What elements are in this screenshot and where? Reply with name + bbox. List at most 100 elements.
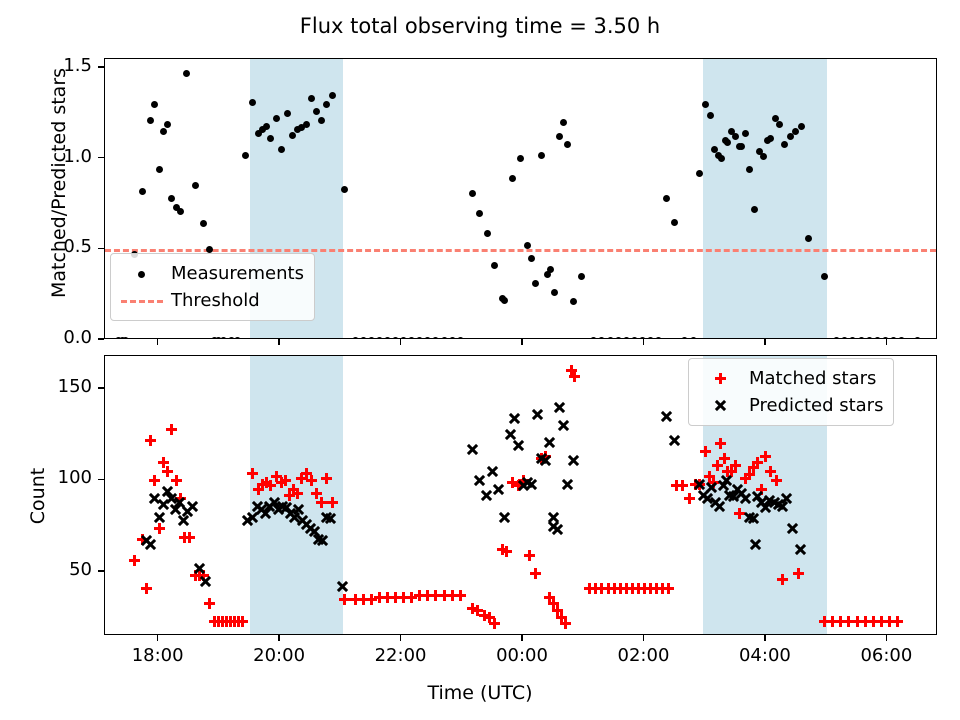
cross-icon xyxy=(697,396,743,416)
measurement-point xyxy=(873,336,881,338)
legend-item-measurements: Measurements xyxy=(119,260,304,287)
measurement-point xyxy=(701,100,709,108)
measurement-point xyxy=(756,147,764,155)
top-ytick-mark xyxy=(98,66,104,68)
bottom-ytick-label: 100 xyxy=(57,467,92,489)
measurement-point xyxy=(857,336,865,338)
measurement-point xyxy=(307,95,315,103)
measurement-point xyxy=(622,336,630,338)
measurement-point xyxy=(151,100,159,108)
shaded-band-2-top xyxy=(703,59,827,338)
measurement-point xyxy=(475,209,483,217)
measurement-point xyxy=(555,133,563,141)
measurement-point xyxy=(191,182,199,190)
measurement-point xyxy=(638,336,646,338)
measurement-point xyxy=(560,118,567,126)
legend-item-predicted-stars: Predicted stars xyxy=(697,392,883,419)
measurement-point xyxy=(647,336,655,338)
measurement-point xyxy=(717,155,725,163)
measurement-point xyxy=(746,166,754,174)
measurement-point xyxy=(546,265,554,273)
measurement-point xyxy=(302,120,310,128)
measurement-point xyxy=(710,146,718,154)
measurement-point xyxy=(147,117,155,125)
bottom-ytick-mark xyxy=(98,570,104,572)
measurement-point xyxy=(501,296,509,304)
xtick-mark xyxy=(399,635,402,641)
measurement-point xyxy=(367,336,375,338)
measurement-point xyxy=(228,336,236,338)
measurement-point xyxy=(663,195,671,203)
measurement-point xyxy=(889,336,897,338)
xtick-label: 22:00 xyxy=(374,645,427,666)
measurement-point xyxy=(484,229,492,237)
measurement-point xyxy=(341,186,349,194)
top-ytick-label: 1.5 xyxy=(63,55,92,77)
measurement-point xyxy=(742,129,750,137)
top-ytick-mark xyxy=(98,338,104,340)
measurement-point xyxy=(590,336,598,338)
measurement-point xyxy=(681,336,689,338)
xtick-mark xyxy=(885,635,888,641)
top-ytick-mark xyxy=(98,157,104,159)
measurement-point xyxy=(767,135,775,143)
measurement-point xyxy=(114,336,122,338)
measurement-point xyxy=(543,271,551,279)
measurement-point xyxy=(183,70,191,77)
top-xtick-mark xyxy=(642,339,645,345)
xtick-mark xyxy=(764,635,766,641)
measurement-point xyxy=(272,115,280,123)
measurement-point xyxy=(214,336,222,338)
measurement-point xyxy=(416,336,424,338)
measurement-point xyxy=(408,336,416,338)
bottom-ytick-label: 150 xyxy=(57,375,92,397)
measurement-point xyxy=(160,128,168,136)
measurement-point xyxy=(655,336,663,338)
legend-label-measurements: Measurements xyxy=(171,263,304,284)
measurement-point xyxy=(400,336,408,338)
measurement-point xyxy=(164,120,172,128)
measurement-point xyxy=(277,146,285,154)
top-ytick-mark xyxy=(98,247,104,250)
legend-label-matched-stars: Matched stars xyxy=(749,368,877,389)
xtick-mark xyxy=(156,635,159,641)
measurement-point xyxy=(760,153,768,161)
measurement-point xyxy=(177,207,185,215)
measurement-point xyxy=(283,109,291,117)
measurement-point xyxy=(598,336,606,338)
measurement-point xyxy=(550,289,558,297)
dashed-line-icon xyxy=(119,291,165,311)
measurement-point xyxy=(797,122,805,130)
top-ytick-label: 0.5 xyxy=(63,236,92,258)
measurement-point xyxy=(121,336,129,338)
measurement-point xyxy=(318,117,326,125)
legend-label-threshold: Threshold xyxy=(171,290,260,311)
measurement-point xyxy=(351,336,359,338)
x-axis-label: Time (UTC) xyxy=(427,682,533,704)
measurement-point xyxy=(263,122,271,130)
measurement-point xyxy=(210,336,218,338)
xtick-mark xyxy=(642,635,645,641)
measurement-point xyxy=(440,336,448,338)
measurement-point xyxy=(517,155,525,163)
measurement-point xyxy=(865,336,873,338)
measurement-point xyxy=(606,336,614,338)
xtick-mark xyxy=(278,635,280,641)
top-xtick-mark xyxy=(521,339,523,345)
top-xtick-mark xyxy=(764,339,766,345)
measurement-point xyxy=(448,336,456,338)
measurement-point xyxy=(329,91,337,99)
measurement-point xyxy=(714,151,722,159)
xtick-label: 20:00 xyxy=(253,645,306,666)
dot-icon xyxy=(119,264,165,284)
measurement-point xyxy=(359,336,367,338)
legend-item-matched-stars: Matched stars xyxy=(697,365,883,392)
measurement-point xyxy=(138,187,146,195)
measurement-point xyxy=(383,336,391,338)
legend-label-predicted-stars: Predicted stars xyxy=(749,395,884,416)
measurement-point xyxy=(775,120,783,128)
threshold-line xyxy=(105,249,936,253)
measurement-point xyxy=(738,142,746,150)
bottom-ytick-mark xyxy=(98,387,104,389)
measurement-point xyxy=(821,273,829,281)
